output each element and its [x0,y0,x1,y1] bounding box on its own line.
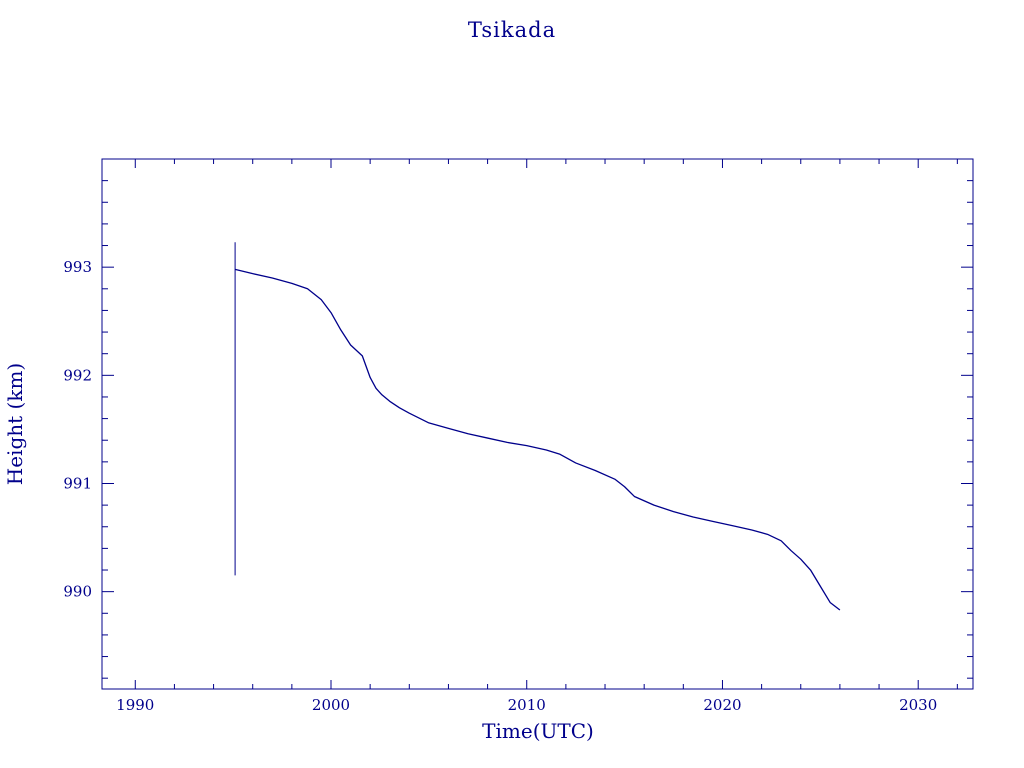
y-tick-label: 990 [63,583,92,601]
series-line-height [234,268,841,611]
y-axis-label: Height (km) [3,363,27,485]
x-tick-label: 2000 [312,696,350,714]
y-tick-label: 993 [63,258,92,276]
axis-ticks [102,158,973,689]
x-tick-label: 2030 [899,696,937,714]
x-axis-label: Time(UTC) [482,719,594,743]
x-tick-label: 2020 [703,696,741,714]
plot-frame [101,158,974,690]
chart-title: Tsikada [468,18,556,42]
x-tick-labels: 1990 2000 2010 2020 2030 [116,696,937,714]
y-tick-labels: 990 991 992 993 [63,258,92,600]
y-tick-label: 992 [63,366,92,384]
x-tick-label: 2010 [508,696,546,714]
y-tick-label: 991 [63,474,92,492]
x-tick-label: 1990 [116,696,154,714]
